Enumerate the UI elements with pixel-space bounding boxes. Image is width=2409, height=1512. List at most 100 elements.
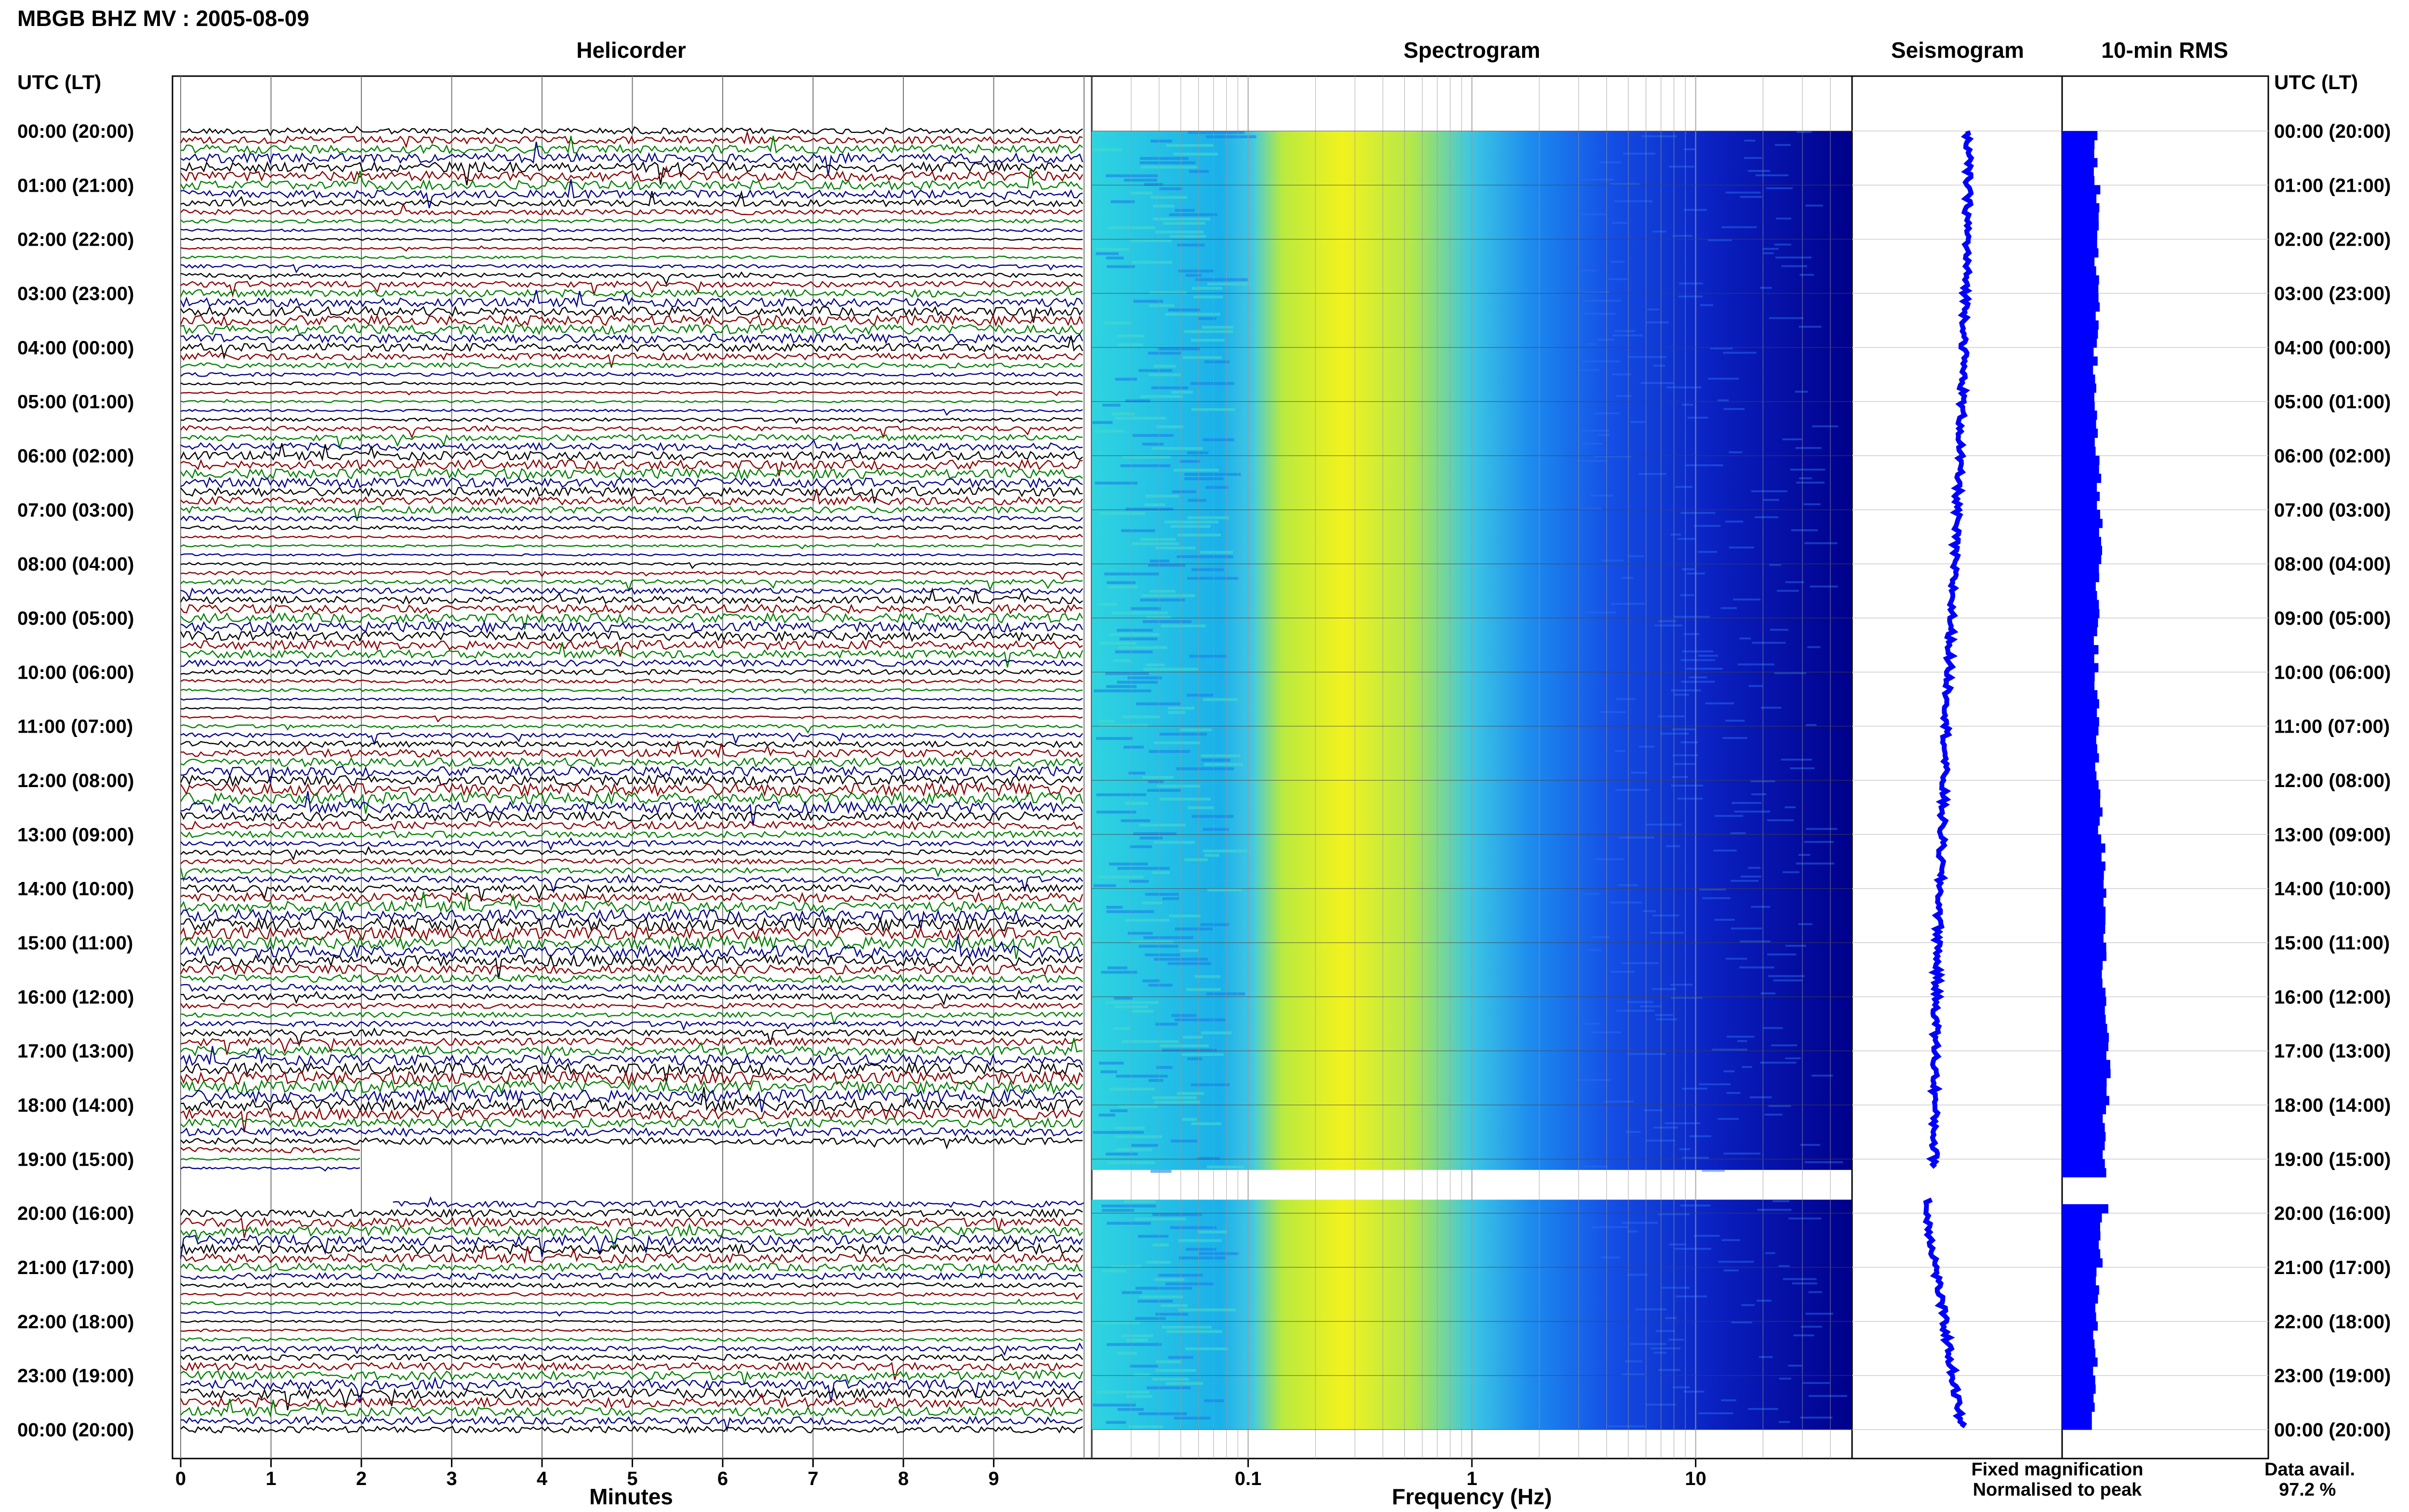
spectrogram-texture-low: [1138, 1412, 1187, 1416]
spectrogram-texture-low: [1145, 893, 1179, 896]
helicorder-trace: [180, 773, 1084, 787]
rms-bar: [2062, 257, 2095, 267]
spectrogram-texture-high: [1681, 404, 1694, 406]
rms-bar: [2062, 888, 2106, 898]
helicorder-trace: [180, 135, 1083, 155]
spectrogram-texture-high: [1579, 213, 1606, 215]
spectrogram-texture-high: [1582, 1023, 1601, 1025]
spectrogram-texture-high: [1723, 1070, 1735, 1073]
rms-bar: [2062, 302, 2100, 312]
helicorder-trace: [180, 202, 1083, 216]
rms-bar: [2062, 546, 2103, 555]
spectrogram-texture-high: [1584, 1165, 1608, 1168]
helicorder-trace: [180, 883, 1083, 902]
helicorder-trace: [180, 933, 1083, 960]
spectrogram-texture-high: [1798, 854, 1811, 856]
spectrogram-texture-high: [1700, 304, 1713, 306]
rms-bar: [2062, 816, 2100, 826]
spectrogram-texture-high: [1674, 763, 1696, 765]
helicorder-trace: [180, 669, 1083, 676]
spectrogram-texture-low: [1150, 559, 1170, 563]
spectrogram-texture-high: [1654, 1352, 1667, 1354]
spectrogram-texture-low: [1177, 243, 1205, 247]
rms-bar: [2062, 1105, 2106, 1115]
helicorder-trace: [180, 1361, 1083, 1381]
spectrogram-texture-low: [1113, 659, 1131, 662]
helicorder-trace: [180, 255, 1083, 259]
rms-bar: [2062, 645, 2099, 655]
spectrogram-texture-low: [1111, 1265, 1141, 1268]
spectrogram-texture-low: [1109, 1088, 1155, 1091]
spectrogram-texture-high: [1707, 378, 1739, 380]
spectrogram-texture-high: [1615, 698, 1636, 700]
helicorder-trace: [180, 973, 1083, 984]
spectrogram-texture-high: [1658, 1369, 1681, 1371]
spectrogram-texture-high: [1615, 750, 1625, 752]
spectrogram-texture-low: [1178, 1256, 1226, 1260]
spectrogram-texture-low: [1147, 1386, 1191, 1390]
spectrogram-texture-high: [1796, 131, 1812, 133]
minute-tick-label: 0: [175, 1468, 186, 1489]
time-label-left: 01:00 (21:00): [17, 175, 134, 196]
rms-bar: [2062, 212, 2099, 222]
spectrogram-texture-low: [1152, 1213, 1202, 1216]
time-label-right: 18:00 (14:00): [2274, 1095, 2391, 1116]
helicorder-trace: [180, 642, 1084, 668]
spectrogram-texture-low: [1138, 945, 1178, 948]
spectrogram-texture-low: [1163, 222, 1205, 225]
spectrogram-texture-low: [1134, 1217, 1186, 1221]
spectrogram-texture-low: [1142, 776, 1174, 779]
helicorder-trace: [180, 723, 1083, 734]
spectrogram-texture-high: [1769, 564, 1781, 566]
spectrogram-texture-high: [1804, 542, 1838, 544]
spectrogram-texture-low: [1142, 979, 1160, 983]
spectrogram-texture-low: [1140, 598, 1185, 602]
spectrogram-texture-low: [1204, 763, 1244, 766]
helicorder-trace: [180, 908, 1083, 930]
helicorder-trace: [180, 916, 1083, 933]
spectrogram-texture-high: [1757, 1209, 1792, 1211]
helicorder-trace: [180, 687, 1083, 694]
spectrogram-texture-high: [1714, 919, 1735, 921]
rms-bar: [2062, 500, 2097, 510]
spectrogram-texture-low: [1139, 1295, 1183, 1299]
spectrogram-texture-high: [1630, 772, 1647, 774]
spectrogram-texture-high: [1725, 720, 1745, 722]
frequency-tick-label: 0.1: [1235, 1468, 1262, 1489]
helicorder-trace: [180, 867, 1083, 882]
spectrogram-texture-low: [1126, 1395, 1152, 1398]
spectrogram-texture-low: [1094, 689, 1152, 693]
spectrogram-texture-high: [1639, 746, 1655, 748]
helicorder-trace: [180, 757, 1083, 768]
helicorder-trace: [180, 639, 1083, 657]
spectrogram-texture-low: [1130, 607, 1161, 610]
rms-bar: [2062, 600, 2099, 609]
rms-bar: [2062, 690, 2098, 699]
time-label-left: 04:00 (00:00): [17, 337, 134, 358]
spectrogram-texture-low: [1188, 499, 1206, 502]
rms-bar: [2062, 239, 2097, 249]
rms-bar: [2062, 897, 2104, 907]
spectrogram-texture-high: [1778, 1265, 1790, 1267]
time-label-left: 13:00 (09:00): [17, 824, 134, 845]
spectrogram-texture-low: [1194, 975, 1221, 978]
minute-tick-label: 2: [356, 1468, 367, 1489]
spectrogram-texture-low: [1153, 217, 1210, 221]
spectrogram-texture-high: [1739, 637, 1751, 640]
spectrogram-texture-high: [1759, 1356, 1773, 1358]
spectrogram-texture-high: [1760, 287, 1772, 289]
spectrogram-texture-high: [1694, 525, 1721, 527]
time-label-left: 03:00 (23:00): [17, 283, 134, 304]
spectrogram-texture-low: [1155, 546, 1196, 550]
helicorder-trace: [180, 434, 1083, 450]
spectrogram-texture-low: [1171, 1014, 1197, 1017]
spectrogram-texture-low: [1179, 460, 1200, 463]
rms-bar: [2062, 1141, 2105, 1151]
time-label-left: 07:00 (03:00): [17, 500, 134, 521]
spectrogram-texture-high: [1699, 888, 1726, 891]
helicorder-trace: [180, 372, 1083, 378]
spectrogram-texture-high: [1698, 1412, 1734, 1415]
time-label-left: 05:00 (01:00): [17, 392, 134, 413]
helicorder-trace: [180, 732, 1083, 746]
spectrogram-texture-high: [1619, 836, 1655, 839]
